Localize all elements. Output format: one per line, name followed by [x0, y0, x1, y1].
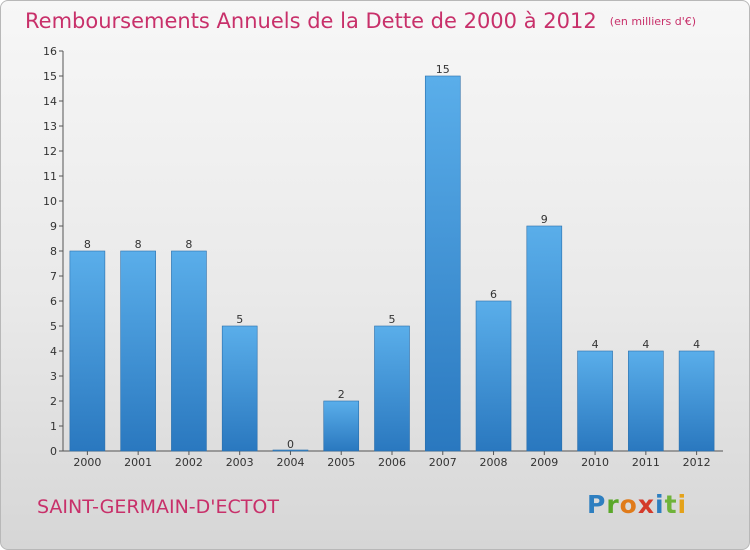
- x-tick-label: 2004: [276, 456, 304, 469]
- logo-letter: i: [677, 490, 688, 519]
- proxiti-logo: Proxiti: [587, 490, 687, 519]
- chart-title-text: Remboursements Annuels de la Dette de 20…: [25, 9, 597, 33]
- bar: [475, 300, 512, 452]
- chart-unit: (en milliers d'€): [609, 15, 697, 28]
- bar: [69, 250, 106, 452]
- y-tick-label: 7: [50, 270, 57, 283]
- bar-value-label: 15: [436, 63, 450, 76]
- y-tick-label: 0: [50, 445, 57, 458]
- y-tick-label: 16: [43, 45, 57, 58]
- x-tick-label: 2009: [530, 456, 558, 469]
- chart-title: Remboursements Annuels de la Dette de 20…: [25, 9, 696, 33]
- y-tick-label: 5: [50, 320, 57, 333]
- bar: [171, 250, 207, 452]
- bar: [577, 350, 613, 452]
- bar-series: 8 8 8 5 0 2 5 15 6 9 4 4 4: [69, 63, 715, 452]
- bar-value-label: 5: [236, 313, 243, 326]
- y-tick-label: 10: [43, 195, 57, 208]
- bar-value-label: 9: [541, 213, 548, 226]
- bar: [424, 75, 461, 452]
- bar-value-label: 8: [135, 238, 142, 251]
- logo-letter: x: [637, 490, 655, 519]
- x-tick-label: 2010: [581, 456, 609, 469]
- y-tick-label: 14: [43, 95, 57, 108]
- bar-value-label: 4: [592, 338, 599, 351]
- y-tick-label: 15: [43, 70, 57, 83]
- x-tick-label: 2008: [480, 456, 508, 469]
- bar: [272, 449, 309, 452]
- y-tick-label: 6: [50, 295, 57, 308]
- x-tick-label: 2011: [632, 456, 660, 469]
- x-tick-label: 2012: [683, 456, 711, 469]
- bar-value-label: 0: [287, 438, 294, 451]
- bar: [678, 350, 715, 452]
- commune-name: SAINT-GERMAIN-D'ECTOT: [37, 496, 279, 518]
- logo-letter: o: [619, 490, 638, 519]
- y-tick-label: 4: [50, 345, 57, 358]
- bar-value-label: 5: [389, 313, 396, 326]
- bar: [628, 350, 664, 452]
- bar: [323, 400, 360, 452]
- bar-value-label: 8: [185, 238, 192, 251]
- x-tick-label: 2006: [378, 456, 406, 469]
- bar: [526, 225, 563, 452]
- y-tick-label: 13: [43, 120, 57, 133]
- x-tick-label: 2005: [327, 456, 355, 469]
- bar-value-label: 6: [490, 288, 497, 301]
- y-tick-label: 3: [50, 370, 57, 383]
- y-tick-label: 12: [43, 145, 57, 158]
- bar-value-label: 4: [693, 338, 700, 351]
- y-tick-label: 1: [50, 420, 57, 433]
- y-tick-label: 8: [50, 245, 57, 258]
- logo-letter: r: [606, 490, 620, 519]
- logo-letter: P: [587, 490, 607, 519]
- x-tick-label: 2007: [429, 456, 457, 469]
- logo-letter: i: [655, 490, 665, 519]
- bar: [120, 250, 156, 452]
- x-tick-label: 2001: [124, 456, 152, 469]
- bar-value-label: 4: [642, 338, 649, 351]
- logo-letter: t: [664, 490, 678, 519]
- x-tick-label: 2000: [73, 456, 101, 469]
- y-tick-label: 9: [50, 220, 57, 233]
- bar: [374, 325, 410, 452]
- y-tick-label: 11: [43, 170, 57, 183]
- bar-value-label: 8: [84, 238, 91, 251]
- x-tick-label: 2002: [175, 456, 203, 469]
- y-tick-label: 2: [50, 395, 57, 408]
- bar-value-label: 2: [338, 388, 345, 401]
- bar: [221, 325, 258, 452]
- x-tick-label: 2003: [226, 456, 254, 469]
